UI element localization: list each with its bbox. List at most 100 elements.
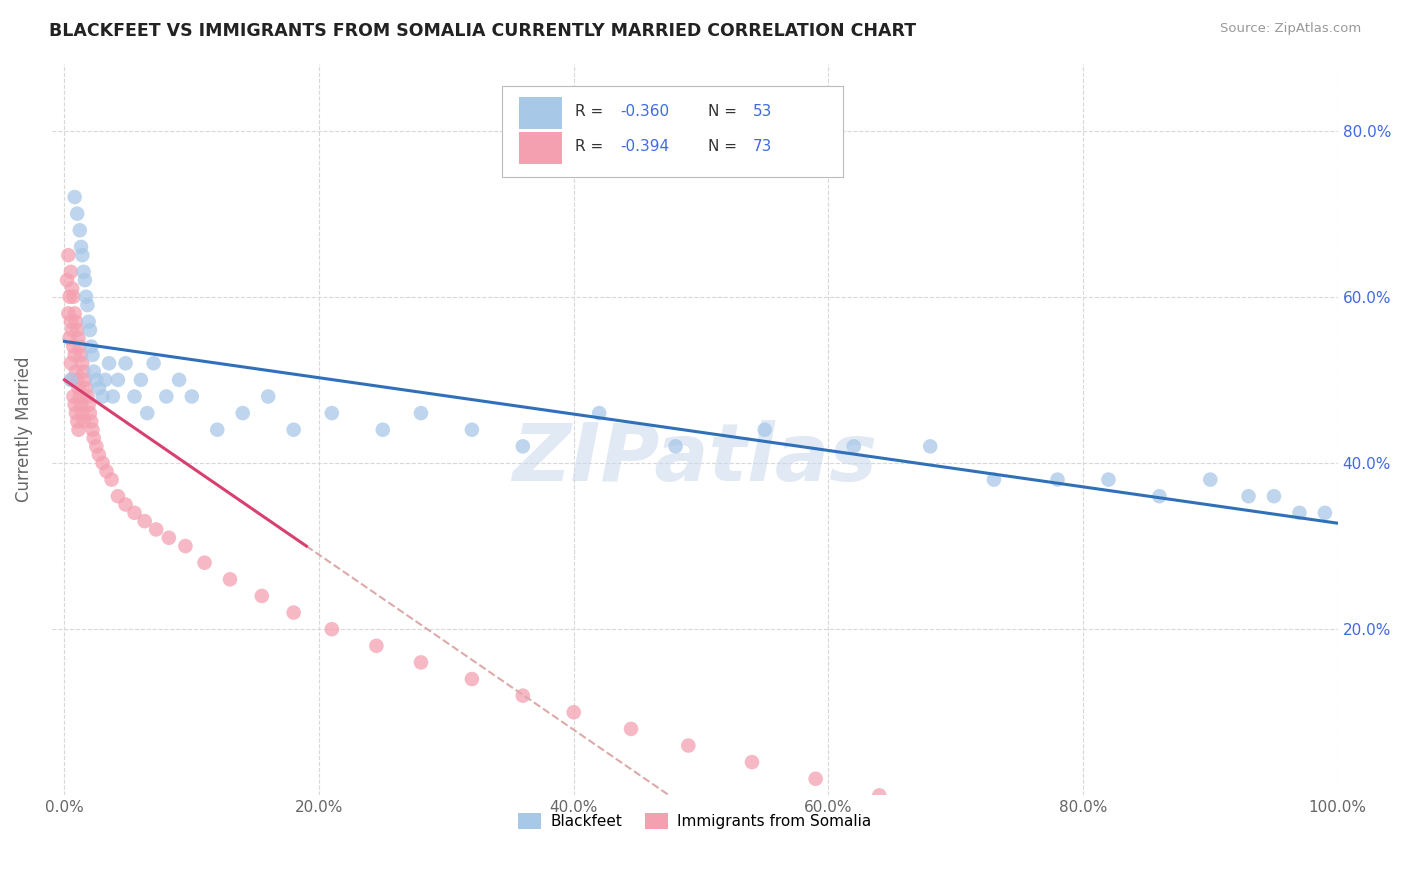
- Point: [63, 348, 86, 362]
- Point: [678, 739, 700, 753]
- FancyBboxPatch shape: [519, 97, 562, 129]
- Point: [562, 706, 585, 720]
- Point: [60, 281, 83, 295]
- Point: [868, 789, 890, 803]
- Point: [80, 414, 103, 428]
- Text: -0.394: -0.394: [620, 139, 669, 154]
- Point: [82, 423, 104, 437]
- Point: [75, 381, 97, 395]
- Point: [79, 406, 101, 420]
- Point: [62, 389, 84, 403]
- Point: [114, 498, 136, 512]
- Point: [1149, 489, 1171, 503]
- Point: [66, 207, 89, 221]
- Point: [167, 373, 190, 387]
- Point: [134, 514, 156, 528]
- Text: N =: N =: [707, 139, 741, 154]
- Text: 73: 73: [752, 139, 772, 154]
- Point: [512, 689, 534, 703]
- Point: [371, 423, 394, 437]
- Point: [219, 572, 242, 586]
- Text: N =: N =: [707, 104, 741, 120]
- Point: [73, 273, 96, 287]
- Point: [65, 365, 87, 379]
- Point: [72, 406, 94, 420]
- Point: [741, 755, 763, 769]
- Text: -0.360: -0.360: [620, 104, 669, 120]
- Point: [58, 290, 80, 304]
- Point: [321, 622, 343, 636]
- Point: [1237, 489, 1260, 503]
- Point: [76, 389, 98, 403]
- Point: [1199, 473, 1222, 487]
- Point: [69, 223, 91, 237]
- Point: [79, 323, 101, 337]
- Point: [60, 373, 83, 387]
- Point: [409, 656, 432, 670]
- Point: [66, 373, 89, 387]
- Point: [207, 423, 229, 437]
- Point: [67, 423, 90, 437]
- Point: [84, 439, 107, 453]
- Point: [69, 389, 91, 403]
- Point: [77, 315, 100, 329]
- Point: [665, 439, 688, 453]
- Point: [91, 456, 114, 470]
- Point: [58, 331, 80, 345]
- Point: [62, 290, 84, 304]
- Point: [932, 805, 955, 819]
- Point: [283, 606, 305, 620]
- Point: [72, 414, 94, 428]
- Point: [107, 489, 129, 503]
- Point: [145, 523, 167, 537]
- Point: [59, 356, 82, 370]
- Point: [107, 373, 129, 387]
- Point: [842, 439, 865, 453]
- Point: [72, 248, 94, 262]
- Point: [136, 406, 159, 420]
- Point: [461, 423, 484, 437]
- Point: [91, 389, 114, 403]
- Point: [63, 190, 86, 204]
- Point: [96, 464, 118, 478]
- Point: [63, 398, 86, 412]
- Point: [100, 473, 122, 487]
- Point: [59, 315, 82, 329]
- Y-axis label: Currently Married: Currently Married: [15, 357, 32, 502]
- Point: [82, 348, 104, 362]
- Point: [142, 356, 165, 370]
- Point: [157, 531, 180, 545]
- Point: [983, 473, 1005, 487]
- Point: [98, 356, 121, 370]
- Point: [67, 381, 90, 395]
- Point: [180, 389, 202, 403]
- Point: [66, 323, 89, 337]
- Point: [920, 439, 942, 453]
- FancyBboxPatch shape: [519, 132, 562, 164]
- Point: [250, 589, 273, 603]
- Point: [1059, 838, 1081, 853]
- Point: [75, 290, 97, 304]
- Point: [257, 389, 280, 403]
- Point: [65, 406, 87, 420]
- Point: [409, 406, 432, 420]
- Point: [58, 248, 80, 262]
- Point: [129, 373, 152, 387]
- Point: [70, 398, 93, 412]
- Point: [283, 423, 305, 437]
- Point: [1263, 489, 1285, 503]
- Point: [56, 273, 79, 287]
- Point: [63, 306, 86, 320]
- Point: [461, 672, 484, 686]
- Point: [804, 772, 827, 786]
- Point: [588, 406, 610, 420]
- Point: [70, 240, 93, 254]
- Text: R =: R =: [575, 104, 609, 120]
- Point: [124, 506, 146, 520]
- Point: [193, 556, 215, 570]
- Point: [754, 423, 776, 437]
- Point: [58, 306, 80, 320]
- Point: [66, 414, 89, 428]
- Point: [1313, 506, 1336, 520]
- Point: [620, 722, 643, 736]
